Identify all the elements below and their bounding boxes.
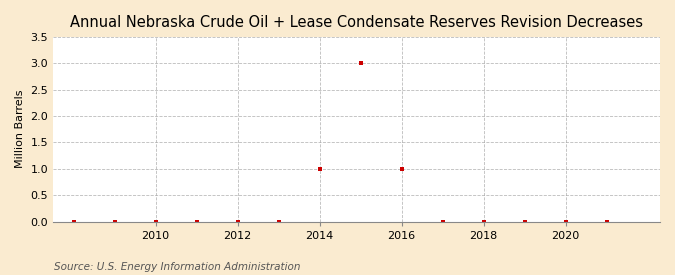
Y-axis label: Million Barrels: Million Barrels xyxy=(15,90,25,169)
Title: Annual Nebraska Crude Oil + Lease Condensate Reserves Revision Decreases: Annual Nebraska Crude Oil + Lease Conden… xyxy=(70,15,643,30)
Text: Source: U.S. Energy Information Administration: Source: U.S. Energy Information Administ… xyxy=(54,262,300,272)
